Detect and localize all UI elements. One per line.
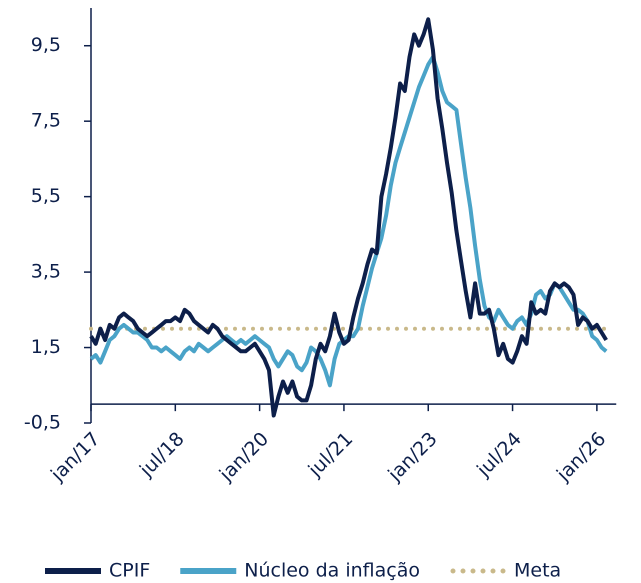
y-tick-label: 1,5 <box>31 336 61 358</box>
x-tick-label: jul/21 <box>303 428 357 482</box>
legend-label: CPIF <box>109 560 150 582</box>
legend-label: Meta <box>514 560 561 582</box>
x-tick-label: jan/26 <box>552 428 610 486</box>
y-tick-label: 3,5 <box>31 261 61 283</box>
x-tick-label: jan/17 <box>46 428 104 486</box>
x-tick-label: jan/20 <box>215 428 273 486</box>
x-tick-label: jan/23 <box>383 428 441 486</box>
y-tick-label: 7,5 <box>31 110 61 132</box>
line-series <box>89 17 608 418</box>
y-tick-label: -0,5 <box>24 412 61 434</box>
x-tick-label: jul/18 <box>135 428 189 482</box>
legend-label: Núcleo da inflação <box>244 560 420 582</box>
x-tick-label: jul/24 <box>472 428 526 482</box>
y-tick-label: 9,5 <box>31 34 61 56</box>
y-tick-label: 5,5 <box>31 185 61 207</box>
